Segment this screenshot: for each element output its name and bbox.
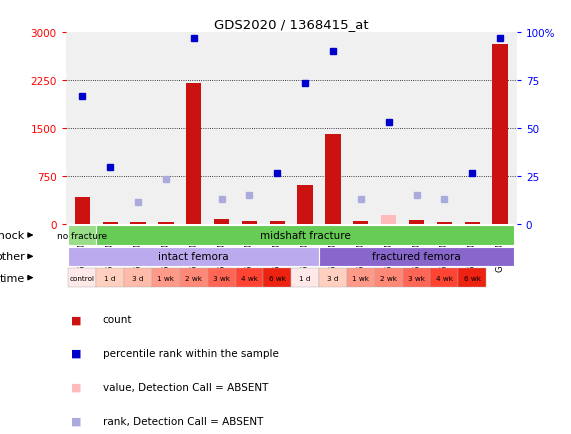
Text: time: time (0, 273, 25, 283)
Bar (235, 268, 263, 288)
Bar (75, 197, 90, 225)
Text: 1 d: 1 d (104, 275, 116, 281)
Bar (291, 268, 319, 288)
Text: 3 d: 3 d (132, 275, 144, 281)
Bar (180, 268, 208, 288)
Bar (208, 268, 235, 288)
Bar (409, 220, 424, 225)
Bar (69, 226, 96, 245)
Bar (69, 247, 319, 266)
Bar (325, 135, 341, 225)
Bar (152, 268, 180, 288)
Text: intact femora: intact femora (158, 252, 229, 262)
Bar (465, 223, 480, 225)
Text: ■: ■ (71, 416, 82, 426)
Bar (437, 222, 452, 225)
Bar (186, 84, 202, 225)
Text: 3 wk: 3 wk (408, 275, 425, 281)
Text: percentile rank within the sample: percentile rank within the sample (103, 349, 279, 358)
Text: count: count (103, 315, 132, 324)
Text: control: control (70, 275, 95, 281)
Bar (158, 223, 174, 225)
Text: shock: shock (0, 230, 25, 240)
Bar (242, 221, 257, 225)
Bar (403, 268, 431, 288)
Text: no fracture: no fracture (57, 231, 107, 240)
Text: other: other (0, 252, 25, 262)
Bar (319, 268, 347, 288)
Bar (96, 268, 124, 288)
Bar (69, 268, 96, 288)
Bar (375, 268, 403, 288)
Text: fractured femora: fractured femora (372, 252, 461, 262)
Text: ■: ■ (71, 349, 82, 358)
Bar (297, 185, 313, 225)
Bar (431, 268, 459, 288)
Bar (263, 268, 291, 288)
Text: midshaft fracture: midshaft fracture (260, 230, 351, 240)
Text: 1 wk: 1 wk (352, 275, 369, 281)
Bar (214, 219, 229, 225)
Text: 3 wk: 3 wk (213, 275, 230, 281)
Text: 6 wk: 6 wk (269, 275, 286, 281)
Bar (459, 268, 486, 288)
Text: 1 wk: 1 wk (158, 275, 174, 281)
Bar (381, 215, 396, 225)
Text: 4 wk: 4 wk (241, 275, 258, 281)
Bar (103, 223, 118, 225)
Text: 6 wk: 6 wk (464, 275, 481, 281)
Text: rank, Detection Call = ABSENT: rank, Detection Call = ABSENT (103, 416, 263, 426)
Text: ■: ■ (71, 315, 82, 324)
Title: GDS2020 / 1368415_at: GDS2020 / 1368415_at (214, 18, 368, 31)
Bar (270, 221, 285, 225)
Bar (347, 268, 375, 288)
Bar (353, 222, 368, 225)
Text: 4 wk: 4 wk (436, 275, 453, 281)
Bar (124, 268, 152, 288)
Text: 2 wk: 2 wk (380, 275, 397, 281)
Text: 1 d: 1 d (299, 275, 311, 281)
Bar (130, 222, 146, 225)
Text: 2 wk: 2 wk (185, 275, 202, 281)
Bar (492, 46, 508, 225)
Text: 3 d: 3 d (327, 275, 339, 281)
Text: value, Detection Call = ABSENT: value, Detection Call = ABSENT (103, 382, 268, 392)
Text: ■: ■ (71, 382, 82, 392)
Bar (319, 247, 514, 266)
